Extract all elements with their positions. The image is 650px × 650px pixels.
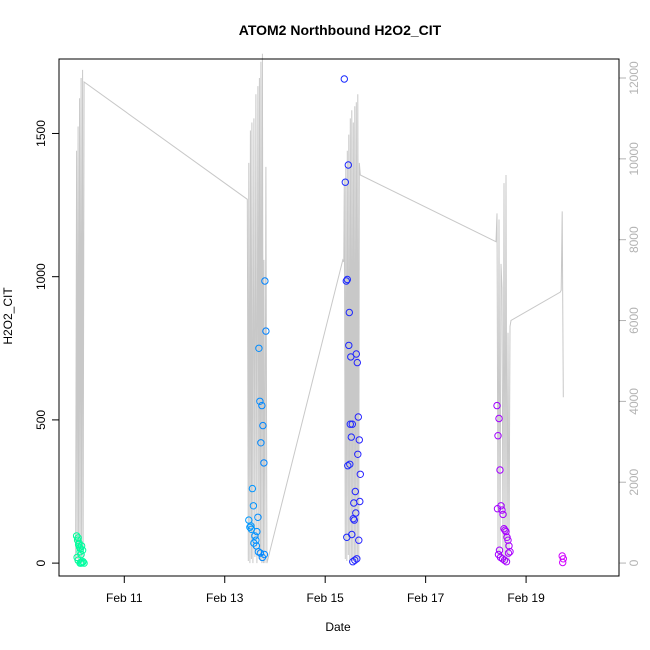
scatter-point [256, 549, 265, 557]
scatter-point [261, 277, 269, 285]
scatter-point [504, 549, 513, 557]
scatter-point [495, 546, 504, 554]
scatter-point [354, 413, 362, 421]
scatter-point [341, 178, 349, 186]
scatter-point [501, 526, 509, 534]
scatter-point [260, 459, 268, 467]
scatter-point [346, 460, 354, 468]
scatter-point [262, 327, 270, 335]
scatter-point [355, 436, 363, 444]
scatter-point [498, 506, 506, 514]
x-tick-label: Feb 11 [106, 591, 143, 605]
scatter-point [502, 527, 510, 536]
scatter-point [502, 558, 511, 566]
scatter-point [342, 277, 350, 285]
y-tick-label: 1000 [34, 263, 48, 290]
scatter-point [353, 555, 361, 563]
altitude-line [75, 53, 564, 564]
scatter-point [254, 513, 262, 521]
scatter-layer [72, 75, 567, 567]
x-tick-label: Feb 13 [206, 591, 244, 605]
scatter-point [356, 497, 364, 506]
scatter-point [75, 539, 83, 547]
scatter-point [350, 516, 358, 524]
scatter-point [80, 559, 88, 567]
scatter-point [251, 532, 259, 540]
scatter-point [347, 353, 355, 361]
scatter-point [352, 350, 360, 358]
scatter-point [344, 161, 352, 169]
scatter-point [351, 487, 359, 496]
scatter-point [79, 558, 87, 566]
x-tick-label: Feb 15 [307, 591, 345, 605]
scatter-point [72, 532, 81, 540]
scatter-point [494, 432, 502, 440]
scatter-point [506, 548, 514, 556]
scatter-point [248, 484, 257, 493]
y2-tick-label: 8000 [627, 226, 641, 253]
scatter-point [356, 470, 364, 478]
scatter-point [355, 536, 363, 544]
y2-tick-label: 2000 [627, 469, 641, 496]
plot-frame [58, 58, 620, 577]
y2-tick-label: 0 [627, 559, 641, 566]
scatter-point [496, 466, 504, 474]
scatter-point [346, 420, 354, 428]
scatter-point [249, 502, 258, 510]
scatter-point [559, 555, 567, 563]
y-tick-label: 0 [34, 559, 48, 566]
y-axis-label: H2O2_CIT [1, 287, 15, 345]
scatter-point [348, 420, 356, 428]
scatter-point [247, 522, 255, 530]
scatter-point [255, 344, 263, 352]
scatter-point [352, 509, 360, 517]
scatter-point [256, 397, 264, 405]
scatter-point [500, 556, 509, 564]
scatter-point [504, 536, 512, 544]
scatter-point [257, 439, 265, 447]
x-tick-label: Feb 17 [407, 591, 445, 605]
scatter-point [343, 275, 351, 284]
scatter-point [493, 505, 502, 513]
x-axis-label: Date [325, 620, 351, 634]
y-tick-label: 1500 [34, 120, 48, 147]
scatter-point [354, 450, 362, 458]
axes-layer: Feb 11 Feb 13 Feb 15 Feb 17 Feb 19 0 500 1000 15… [34, 61, 641, 605]
scatter-point [74, 534, 82, 542]
scatter-point [258, 401, 266, 410]
scatter-point [254, 548, 263, 556]
scatter-point [340, 75, 348, 83]
y2-tick-label: 6000 [627, 307, 641, 334]
scatter-point [559, 558, 567, 567]
y2-tick-label: 4000 [627, 388, 641, 415]
x-tick-label: Feb 19 [507, 591, 545, 605]
scatter-point [351, 556, 359, 564]
scatter-point [499, 510, 507, 519]
chart-title: ATOM2 Northbound H2O2_CIT [239, 22, 442, 38]
y2-tick-label: 10000 [627, 142, 641, 176]
scatter-point [247, 525, 256, 533]
scatter-point [345, 308, 353, 317]
scatter-point [77, 550, 85, 559]
y2-tick-label: 12000 [627, 61, 641, 95]
scatter-point [343, 533, 351, 541]
scatter-point [259, 421, 267, 430]
scatter-point [246, 523, 254, 531]
scatter-point [260, 550, 269, 559]
scatter-point [344, 462, 352, 470]
y-tick-label: 500 [34, 410, 48, 430]
scatter-point [493, 401, 501, 410]
scatter-point [345, 341, 353, 350]
scatter-point [347, 433, 355, 441]
altitude-line-layer [75, 53, 564, 564]
scatter-point [495, 414, 503, 423]
scatter-point [353, 358, 361, 367]
